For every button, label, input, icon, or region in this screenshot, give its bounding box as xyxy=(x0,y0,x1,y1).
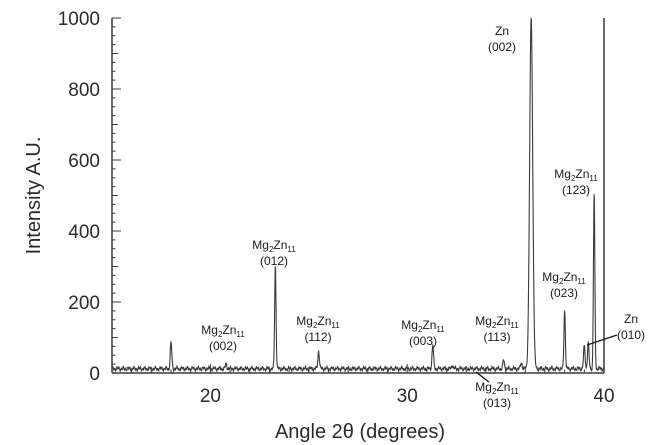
y-tick-label: 0 xyxy=(89,364,100,385)
peak-annotation: Mg2Zn11(023) xyxy=(542,270,586,300)
peak-index-label: (113) xyxy=(483,330,510,344)
peak-phase-label: Mg2Zn11 xyxy=(475,380,519,396)
peak-annotation: Mg2Zn11(112) xyxy=(296,314,340,344)
peak-phase-label: Mg2Zn11 xyxy=(296,314,340,330)
x-tick-label: 20 xyxy=(200,386,221,407)
x-tick-label: 40 xyxy=(593,386,614,407)
peak-annotation: Mg2Zn11(003) xyxy=(401,318,445,348)
y-tick-label: 800 xyxy=(68,80,100,101)
peak-phase-label: Mg2Zn11 xyxy=(554,167,598,183)
peak-index-label: (012) xyxy=(260,254,288,268)
peak-index-label: (002) xyxy=(488,40,516,54)
peak-phase-label: Zn xyxy=(495,24,509,38)
xrd-trace xyxy=(112,18,604,373)
peak-index-label: (010) xyxy=(617,328,645,342)
peak-annotation: Mg2Zn11(013) xyxy=(475,380,519,410)
peak-phase-label: Mg2Zn11 xyxy=(475,314,519,330)
peak-annotation: Mg2Zn11(012) xyxy=(252,238,296,268)
peak-index-label: (003) xyxy=(409,334,437,348)
leader-line-013 xyxy=(475,371,490,383)
peak-index-label: (002) xyxy=(209,339,237,353)
leader-line-zn010 xyxy=(586,334,618,346)
peak-phase-label: Mg2Zn11 xyxy=(201,323,245,339)
peak-index-label: (013) xyxy=(483,396,511,410)
peak-annotation: Zn (010) xyxy=(617,312,645,342)
x-axis-title: Angle 2θ (degrees) xyxy=(275,421,445,443)
peak-annotation: Mg2Zn11(113) xyxy=(475,314,519,344)
peak-index-label: (123) xyxy=(562,183,590,197)
peak-annotation: Mg2Zn11(002) xyxy=(201,323,245,353)
y-tick-label: 400 xyxy=(68,222,100,243)
y-axis-title: Intensity A.U. xyxy=(23,137,45,255)
peak-annotation: Zn (002) xyxy=(488,24,516,54)
peak-index-label: (023) xyxy=(550,286,578,300)
peak-phase-label: Zn xyxy=(624,312,638,326)
peak-point-9 xyxy=(563,309,565,311)
x-tick-label: 30 xyxy=(397,386,418,407)
peak-annotation: Mg2Zn11(123) xyxy=(554,167,598,197)
y-tick-label: 600 xyxy=(68,151,100,172)
peak-phase-label: Mg2Zn11 xyxy=(542,270,586,286)
peak-phase-label: Mg2Zn11 xyxy=(401,318,445,334)
y-tick-label: 200 xyxy=(68,293,100,314)
y-tick-label: 1000 xyxy=(58,9,100,30)
peak-phase-label: Mg2Zn11 xyxy=(252,238,296,254)
peak-index-label: (112) xyxy=(304,330,331,344)
